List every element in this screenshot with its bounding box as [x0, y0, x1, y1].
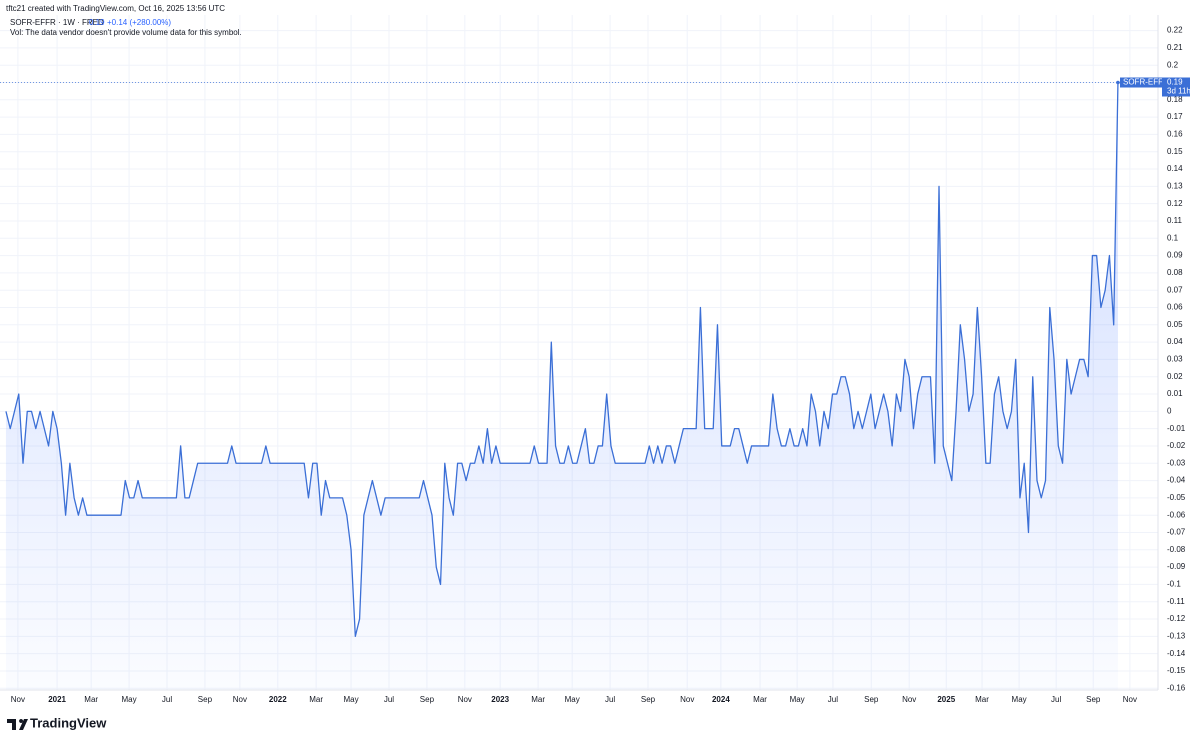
- y-tick-label: -0.13: [1167, 631, 1186, 640]
- x-tick-label: May: [122, 695, 137, 704]
- x-tick-label: Nov: [1123, 695, 1137, 704]
- y-tick-label: 0.05: [1167, 320, 1183, 329]
- x-tick-label: Nov: [11, 695, 25, 704]
- x-tick-label: Mar: [84, 695, 98, 704]
- y-tick-label: 0.13: [1167, 181, 1183, 190]
- x-tick-label: Sep: [864, 695, 879, 704]
- y-tick-label: 0.2: [1167, 60, 1179, 69]
- y-tick-label: -0.09: [1167, 562, 1186, 571]
- volume-note: Vol: The data vendor doesn't provide vol…: [10, 28, 242, 37]
- y-tick-label: -0.05: [1167, 493, 1186, 502]
- y-tick-label: 0.1: [1167, 233, 1179, 242]
- last-value: 0.19: [89, 18, 105, 27]
- x-tick-label: Sep: [420, 695, 435, 704]
- y-tick-label: -0.12: [1167, 614, 1186, 623]
- last-point: [1116, 80, 1120, 85]
- y-tick-label: 0.22: [1167, 26, 1183, 35]
- y-tick-label: -0.14: [1167, 649, 1186, 658]
- x-tick-label: May: [344, 695, 359, 704]
- area-fill: [5, 82, 1118, 690]
- y-tick-label: -0.04: [1167, 476, 1186, 485]
- x-tick-label: Mar: [309, 695, 323, 704]
- y-tick-label: 0.02: [1167, 372, 1183, 381]
- plot: [0, 80, 1158, 690]
- x-tick-label: Nov: [458, 695, 472, 704]
- y-tick-label: 0.03: [1167, 355, 1183, 364]
- y-tick-label: -0.15: [1167, 666, 1186, 675]
- brand: TradingView: [30, 715, 107, 730]
- logo: TradingView: [7, 715, 107, 730]
- change: +0.14 (+280.00%): [107, 18, 171, 27]
- x-tick-label: May: [790, 695, 805, 704]
- y-tick-label: 0.04: [1167, 337, 1183, 346]
- x-tick-label: 2024: [712, 695, 730, 704]
- y-tick-label: -0.06: [1167, 510, 1186, 519]
- y-tick-label: 0.14: [1167, 164, 1183, 173]
- y-tick-label: 0.08: [1167, 268, 1183, 277]
- x-tick-label: 2023: [491, 695, 509, 704]
- y-tick-label: 0.17: [1167, 112, 1183, 121]
- x-tick-label: Mar: [975, 695, 989, 704]
- y-tick-label: 0.06: [1167, 303, 1183, 312]
- y-tick-label: 0.12: [1167, 199, 1183, 208]
- x-tick-label: Nov: [902, 695, 916, 704]
- y-tick-label: -0.02: [1167, 441, 1186, 450]
- y-tick-label: 0.21: [1167, 43, 1183, 52]
- x-tick-label: Jul: [162, 695, 172, 704]
- y-tick-label: 0.01: [1167, 389, 1183, 398]
- y-tick-label: 0.16: [1167, 130, 1183, 139]
- x-tick-label: Mar: [753, 695, 767, 704]
- x-tick-label: Sep: [641, 695, 656, 704]
- x-tick-label: 2021: [48, 695, 66, 704]
- price-badge: [1162, 77, 1190, 97]
- x-tick-label: Sep: [198, 695, 213, 704]
- price-line: [5, 82, 1119, 637]
- y-tick-label: -0.11: [1167, 597, 1185, 606]
- y-tick-label: 0.18: [1167, 95, 1183, 104]
- x-tick-label: 2022: [269, 695, 287, 704]
- countdown: 3d 11h: [1167, 87, 1191, 96]
- symbol-badge-label: SOFR-EFFR: [1123, 78, 1169, 87]
- y-tick-label: 0.15: [1167, 147, 1183, 156]
- symbol: SOFR-EFFR · 1W · FRED: [10, 18, 104, 27]
- x-tick-label: 2025: [937, 695, 955, 704]
- x-tick-label: May: [565, 695, 580, 704]
- credit: tftc21 created with TradingView.com, Oct…: [6, 4, 225, 13]
- y-tick-label: 0.11: [1167, 216, 1183, 225]
- x-tick-label: Mar: [531, 695, 545, 704]
- x-tick-label: Sep: [1086, 695, 1101, 704]
- y-tick-label: 0: [1167, 406, 1172, 415]
- x-tick-label: May: [1012, 695, 1027, 704]
- x-tick-label: Jul: [605, 695, 615, 704]
- y-tick-label: 0.09: [1167, 251, 1183, 260]
- y-tick-label: -0.1: [1167, 580, 1181, 589]
- x-tick-label: Jul: [1051, 695, 1061, 704]
- y-tick-label: -0.07: [1167, 528, 1186, 537]
- y-tick-label: -0.01: [1167, 424, 1186, 433]
- price-badge-value: 0.19: [1167, 78, 1183, 87]
- y-tick-label: -0.16: [1167, 683, 1186, 692]
- x-tick-label: Nov: [233, 695, 247, 704]
- y-tick-label: 0.07: [1167, 285, 1183, 294]
- x-tick-label: Jul: [384, 695, 394, 704]
- y-tick-label: -0.08: [1167, 545, 1186, 554]
- x-tick-label: Jul: [828, 695, 838, 704]
- symbol-badge: [1120, 77, 1162, 88]
- y-tick-label: -0.03: [1167, 458, 1186, 467]
- x-tick-label: Nov: [680, 695, 694, 704]
